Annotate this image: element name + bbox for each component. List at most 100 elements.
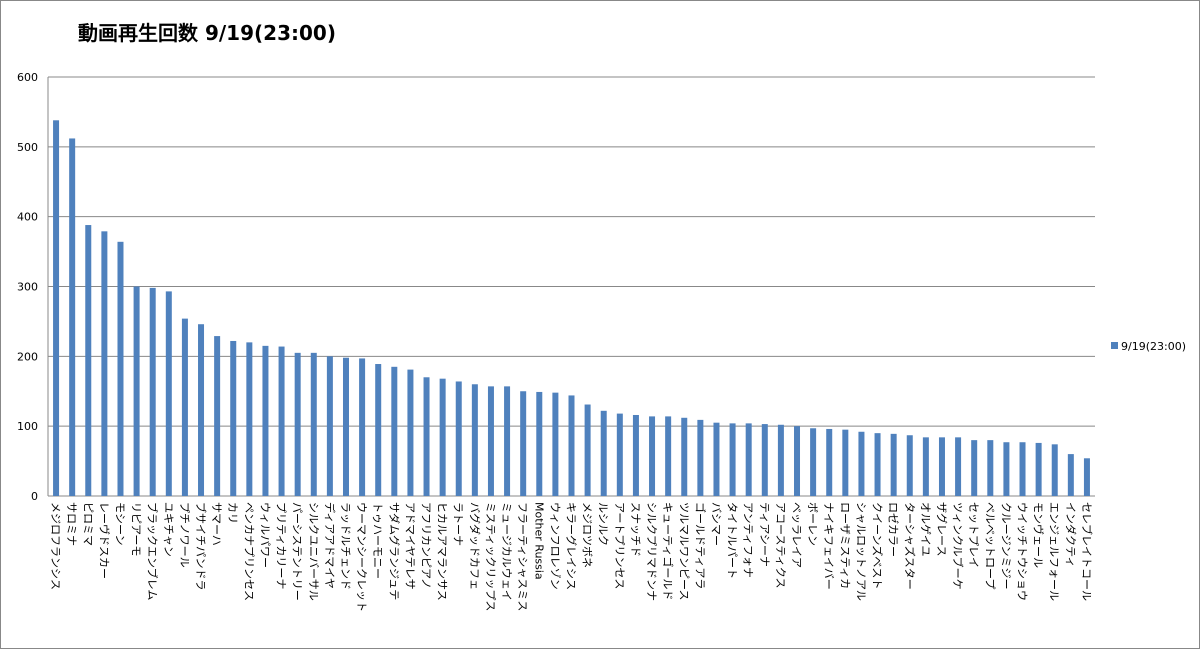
x-tick-label: プリティカリーナ bbox=[275, 502, 288, 589]
bar bbox=[729, 423, 736, 496]
x-tick-label: リピアーモ bbox=[130, 502, 143, 556]
bar bbox=[1067, 454, 1074, 496]
y-tick-label: 0 bbox=[31, 490, 38, 503]
bar bbox=[69, 138, 76, 496]
x-tick-label: ナイキフェイバー bbox=[822, 502, 835, 590]
x-tick-label: アドマイヤテレサ bbox=[403, 502, 416, 590]
bar bbox=[874, 433, 881, 496]
x-tick-label: メジロツボネ bbox=[581, 502, 594, 568]
bar bbox=[922, 437, 929, 496]
legend-label: 9/19(23:00) bbox=[1121, 340, 1186, 353]
x-tick-label: ロゼカラー bbox=[887, 502, 900, 557]
bar bbox=[858, 431, 865, 496]
y-tick-label: 500 bbox=[17, 141, 38, 154]
bar bbox=[649, 416, 656, 496]
x-tick-label: ウィルパワー bbox=[258, 502, 271, 568]
y-tick-label: 400 bbox=[17, 211, 38, 224]
bar bbox=[342, 357, 349, 496]
x-tick-label: ボーレン bbox=[806, 502, 819, 546]
x-tick-label: ザグレース bbox=[935, 502, 949, 556]
x-tick-label: フラーティシャスミス bbox=[516, 502, 529, 611]
bar bbox=[246, 342, 253, 496]
bar bbox=[85, 225, 92, 496]
x-tick-label: ミュージカルウェイ bbox=[500, 502, 513, 601]
bar bbox=[101, 231, 108, 496]
bar bbox=[600, 410, 607, 496]
bar bbox=[826, 428, 833, 496]
bar bbox=[455, 381, 462, 496]
x-tick-label: セレブレイトコール bbox=[1080, 502, 1094, 601]
x-tick-label: パーシステントリー bbox=[291, 502, 304, 601]
x-tick-label: ベッラレイア bbox=[790, 502, 803, 568]
x-tick-label: ラッドルチェンド bbox=[339, 502, 352, 590]
bar bbox=[181, 318, 188, 496]
bar bbox=[665, 416, 672, 496]
x-tick-label: ウーマンシークレット bbox=[355, 502, 368, 612]
y-tick-label: 300 bbox=[17, 281, 38, 294]
x-tick-label: ターシャズスター bbox=[903, 502, 917, 590]
bar bbox=[294, 352, 301, 496]
x-tick-label: シルクユニバーサル bbox=[307, 502, 320, 601]
x-tick-label: カリ bbox=[226, 502, 239, 524]
bar bbox=[359, 358, 366, 496]
x-tick-label: ペンカナプリンセス bbox=[242, 502, 255, 601]
bar bbox=[697, 419, 704, 496]
x-tick-label: セットプレイ bbox=[967, 502, 980, 568]
bar bbox=[616, 413, 623, 496]
bar bbox=[777, 424, 784, 496]
bar bbox=[1083, 458, 1090, 496]
x-tick-label: クルージンミジー bbox=[999, 502, 1012, 589]
bar bbox=[810, 428, 817, 496]
bar bbox=[471, 384, 478, 496]
x-tick-label: シルクプリマドンナ bbox=[645, 502, 658, 601]
x-tick-label: キラーグレイシス bbox=[565, 502, 579, 590]
bar bbox=[520, 391, 527, 496]
bar bbox=[117, 241, 124, 496]
x-tick-label: ツィンクルブーケ bbox=[951, 502, 965, 590]
y-tick-label: 200 bbox=[17, 350, 38, 363]
x-tick-label: メジロフランシス bbox=[49, 502, 62, 590]
bar bbox=[1035, 442, 1042, 496]
x-tick-label: サマーハ bbox=[210, 502, 223, 546]
x-tick-label: アートプリンセス bbox=[613, 502, 626, 589]
y-tick-label: 600 bbox=[17, 71, 38, 84]
x-tick-label: ルシルク bbox=[597, 502, 610, 546]
bar bbox=[713, 422, 720, 496]
bar bbox=[278, 346, 285, 496]
bar bbox=[262, 345, 269, 496]
bar bbox=[971, 440, 978, 496]
x-tick-label: バグダッドカフェ bbox=[468, 502, 482, 590]
x-tick-label: サダムグランジュテ bbox=[387, 502, 401, 600]
bar bbox=[955, 437, 962, 496]
bar bbox=[842, 429, 849, 496]
bar bbox=[987, 440, 994, 496]
bar bbox=[133, 286, 140, 496]
bar bbox=[375, 364, 382, 496]
chart-title: 動画再生回数 9/19(23:00) bbox=[78, 21, 336, 45]
bar bbox=[1051, 444, 1058, 496]
bar bbox=[391, 366, 398, 496]
y-tick-label: 100 bbox=[17, 420, 38, 433]
x-tick-label: タイトルパート bbox=[726, 502, 739, 579]
bar bbox=[536, 391, 543, 496]
x-tick-label: ユキチャン bbox=[162, 502, 175, 557]
bar bbox=[198, 324, 205, 496]
x-tick-label: ゴールドティアラ bbox=[693, 502, 707, 589]
bar bbox=[1019, 442, 1026, 496]
bar bbox=[504, 386, 511, 496]
x-tick-label: クイーンズベスト bbox=[871, 502, 885, 589]
x-tick-label: ティアシーナ bbox=[758, 502, 771, 567]
bar bbox=[230, 340, 237, 496]
bar bbox=[149, 287, 156, 496]
bar bbox=[938, 437, 945, 496]
x-tick-label: アフリカンピアノ bbox=[420, 502, 433, 589]
x-tick-label: プチノワール bbox=[178, 502, 191, 568]
x-tick-label: バシマー bbox=[709, 502, 722, 546]
x-tick-label: モンヴェール bbox=[1032, 502, 1046, 568]
x-tick-label: インダクティ bbox=[1064, 502, 1078, 567]
bar bbox=[681, 417, 688, 496]
x-tick-label: サロミナ bbox=[65, 502, 78, 546]
x-tick-label: シャルロットノアル bbox=[854, 502, 867, 601]
x-tick-label: ウイッチトウショウ bbox=[1016, 502, 1029, 601]
